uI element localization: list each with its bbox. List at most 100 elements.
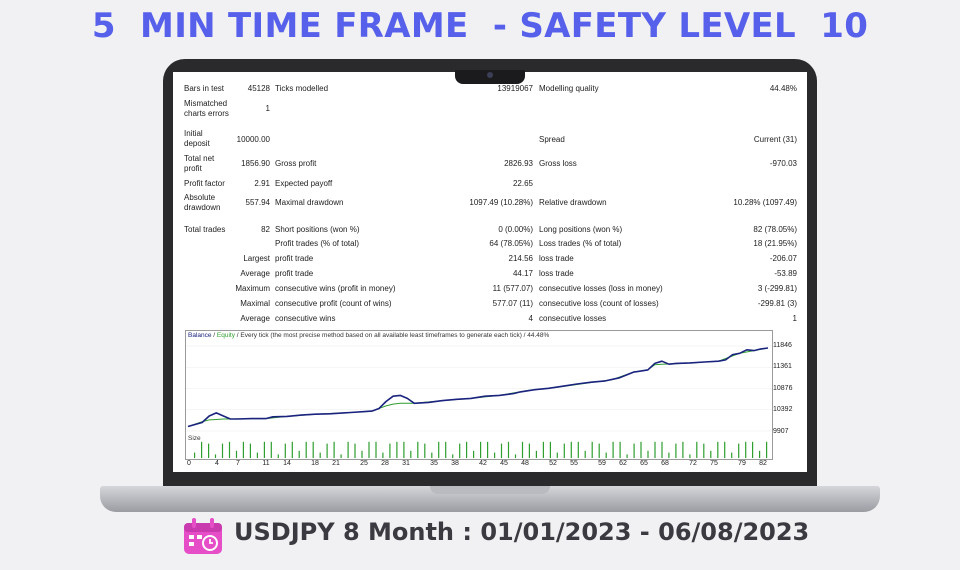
size-bar bbox=[235, 450, 238, 458]
total-net-profit-label-line1: Total net bbox=[184, 154, 215, 163]
expected-payoff-label: Expected payoff bbox=[275, 179, 333, 188]
long-positions-label: Long positions (won %) bbox=[539, 225, 623, 234]
x-tick-label: 38 bbox=[451, 460, 459, 467]
y-tick-label: 9907 bbox=[773, 428, 789, 435]
x-tick-label: 4 bbox=[215, 460, 219, 467]
size-bar bbox=[682, 441, 684, 458]
size-bar bbox=[263, 441, 265, 458]
short-positions-value: 0 (0.00%) bbox=[498, 225, 533, 234]
size-bar bbox=[570, 441, 572, 458]
size-bar bbox=[340, 454, 342, 458]
loss-trades-label: Loss trades (% of total) bbox=[539, 239, 622, 248]
gross-profit-label: Gross profit bbox=[275, 159, 317, 168]
size-bar bbox=[305, 441, 307, 458]
size-bar bbox=[549, 441, 551, 458]
maximal-drawdown-value: 1097.49 (10.28%) bbox=[469, 198, 533, 207]
gross-loss-value: -970.03 bbox=[769, 159, 797, 168]
avg-cons-losses-label: consecutive losses bbox=[539, 314, 607, 323]
size-bar bbox=[633, 443, 635, 458]
legend-separator: / bbox=[211, 332, 217, 339]
x-tick-label: 48 bbox=[521, 460, 529, 467]
avg-cons-wins-label: consecutive wins bbox=[275, 314, 336, 323]
x-tick-label: 79 bbox=[738, 460, 746, 467]
size-bar bbox=[291, 441, 293, 458]
y-axis-labels: 11846 11361 10876 10392 9907 bbox=[771, 330, 801, 470]
size-bar bbox=[591, 441, 593, 458]
bars-in-test-label: Bars in test bbox=[184, 84, 225, 93]
total-net-profit-label-line2: profit bbox=[184, 164, 202, 173]
absolute-drawdown-value: 557.94 bbox=[245, 198, 270, 207]
profit-factor-label: Profit factor bbox=[184, 179, 225, 188]
size-bar bbox=[480, 441, 482, 458]
equity-line bbox=[187, 347, 769, 427]
size-bar bbox=[424, 443, 426, 458]
relative-drawdown-value: 10.28% (1097.49) bbox=[733, 198, 797, 207]
size-bar bbox=[703, 443, 705, 458]
size-bar bbox=[675, 443, 677, 458]
average-label: Average bbox=[240, 269, 270, 278]
max-cons-losses-value: 3 (-299.81) bbox=[757, 284, 797, 293]
size-bar bbox=[277, 454, 279, 458]
x-tick-label: 72 bbox=[689, 460, 697, 467]
average-loss-value: -53.89 bbox=[774, 269, 797, 278]
spread-value: Current (31) bbox=[753, 135, 797, 144]
size-bar bbox=[410, 450, 412, 458]
size-bar bbox=[640, 441, 642, 458]
x-tick-label: 25 bbox=[360, 460, 368, 467]
maximal-cons-loss-value: -299.81 (3) bbox=[757, 299, 797, 308]
profit-trades-label: Profit trades (% of total) bbox=[275, 239, 360, 248]
size-bar bbox=[403, 441, 405, 458]
size-bar bbox=[542, 441, 544, 458]
largest-loss-value: -206.07 bbox=[769, 254, 797, 263]
y-tick-label: 11846 bbox=[773, 341, 792, 349]
x-tick-label: 7 bbox=[236, 460, 240, 467]
size-bar bbox=[745, 441, 747, 458]
largest-profit-value: 214.56 bbox=[508, 254, 533, 263]
initial-deposit-value: 10000.00 bbox=[236, 135, 270, 144]
headline-title: 5 MIN TIME FRAME - SAFETY LEVEL 10 bbox=[91, 6, 869, 46]
size-bar bbox=[473, 450, 475, 458]
size-bar bbox=[256, 452, 258, 458]
size-bar bbox=[724, 441, 726, 458]
ticks-modelled-label: Ticks modelled bbox=[275, 84, 329, 93]
maximal-cons-profit-label: consecutive profit (count of wins) bbox=[275, 299, 392, 308]
x-tick-label: 55 bbox=[570, 460, 578, 467]
avg-cons-losses-value: 1 bbox=[792, 314, 797, 323]
balance-line bbox=[187, 347, 769, 428]
legend-description: / Every tick (the most precise method ba… bbox=[235, 332, 550, 339]
size-bar bbox=[717, 441, 719, 458]
size-bar bbox=[605, 452, 607, 458]
max-cons-losses-label: consecutive losses (loss in money) bbox=[539, 284, 663, 293]
size-bar bbox=[326, 443, 328, 458]
size-bar bbox=[654, 441, 656, 458]
size-bar bbox=[312, 441, 314, 458]
ticks-modelled-value: 13919067 bbox=[497, 84, 533, 93]
size-bar bbox=[459, 443, 461, 458]
x-tick-label: 18 bbox=[311, 460, 319, 467]
y-tick-label: 11361 bbox=[773, 363, 792, 371]
size-bar bbox=[626, 454, 628, 458]
size-bar bbox=[731, 452, 733, 458]
loss-trades-value: 18 (21.95%) bbox=[753, 239, 797, 248]
x-tick-label: 52 bbox=[549, 460, 557, 467]
size-bar bbox=[284, 443, 286, 458]
size-bar bbox=[689, 454, 691, 458]
initial-deposit-label-line2: deposit bbox=[184, 139, 210, 148]
x-tick-label: 68 bbox=[661, 460, 669, 467]
size-bar bbox=[535, 450, 537, 458]
chart-legend: Balance / Equity / Every tick (the most … bbox=[188, 332, 549, 339]
size-bar bbox=[563, 443, 565, 458]
size-bar bbox=[598, 443, 600, 458]
legend-balance: Balance bbox=[188, 332, 212, 339]
gross-loss-label: Gross loss bbox=[539, 159, 577, 168]
size-bar bbox=[759, 450, 761, 458]
max-cons-wins-label: consecutive wins (profit in money) bbox=[275, 284, 396, 293]
profit-trades-value: 64 (78.05%) bbox=[489, 239, 533, 248]
laptop-screen: Bars in test 45128 Ticks modelled 139190… bbox=[173, 72, 807, 472]
size-bar bbox=[466, 441, 468, 458]
balance-chart: Balance / Equity / Every tick (the most … bbox=[185, 330, 773, 435]
x-tick-label: 11 bbox=[262, 460, 270, 467]
x-tick-label: 0 bbox=[187, 460, 191, 467]
size-bar bbox=[647, 450, 649, 458]
y-tick-label: 10876 bbox=[773, 384, 793, 392]
